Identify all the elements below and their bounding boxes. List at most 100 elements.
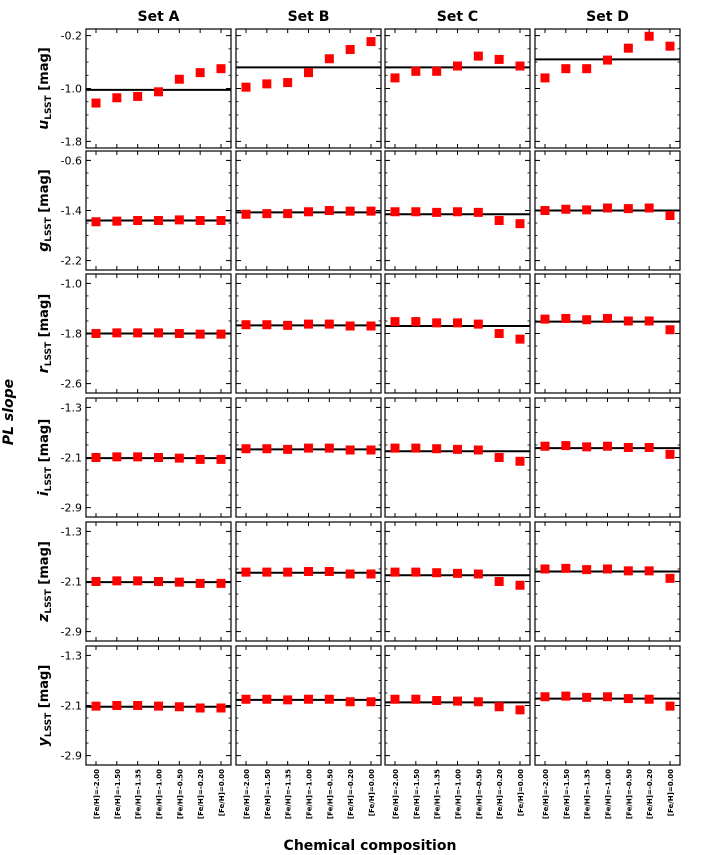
data-point	[603, 564, 612, 574]
x-tick-label: [Fe/H]=-0.20	[347, 769, 355, 819]
data-point	[561, 691, 571, 701]
x-tick-label: [Fe/H]=0.00	[368, 769, 376, 816]
x-tick-label: [Fe/H]=-0.50	[176, 769, 184, 819]
data-point	[432, 207, 442, 217]
data-point	[540, 314, 550, 324]
data-point	[195, 578, 205, 588]
data-point	[174, 329, 184, 338]
data-point	[262, 320, 272, 330]
data-point	[304, 207, 313, 217]
y-tick-label: -1.8	[61, 328, 82, 341]
panel-z-set-d	[534, 521, 681, 642]
panels: -0.2 -1.0 -1.8 -0.6 -1.4 -2.2 -1.0 -1.8 -2.6 -1.3…	[61, 28, 681, 766]
data-point	[644, 31, 654, 41]
x-tick-label: [Fe/H]=-1.35	[285, 769, 293, 819]
data-point	[91, 577, 101, 586]
band-subscript: LSST	[44, 466, 54, 491]
data-point	[603, 203, 612, 213]
data-point	[623, 442, 633, 452]
x-tick-label: [Fe/H]=-1.35	[135, 769, 143, 819]
data-point	[216, 216, 226, 226]
data-point	[494, 702, 504, 712]
data-point	[304, 319, 313, 329]
panel-i-set-b	[235, 397, 382, 518]
data-point	[515, 219, 525, 229]
data-point	[473, 445, 483, 455]
x-tick-labels: [Fe/H]=-2.00 [Fe/H]=-1.50 [Fe/H]=-1.35 [Fe/…	[93, 769, 675, 819]
y-tick-label: -1.0	[61, 277, 82, 290]
data-point	[473, 569, 483, 579]
data-point	[644, 316, 654, 326]
data-point	[324, 206, 334, 215]
data-point	[665, 449, 675, 459]
data-point	[304, 694, 313, 704]
x-tick-label: [Fe/H]=-1.00	[455, 769, 463, 819]
data-point	[283, 78, 293, 88]
y-tick-label: -2.2	[61, 255, 82, 268]
x-tick-label: [Fe/H]=-0.50	[625, 769, 633, 819]
y-tick-label: -1.3	[61, 525, 82, 538]
data-point	[540, 206, 550, 215]
data-point	[540, 441, 550, 451]
data-point	[473, 207, 483, 217]
band-subscript: LSST	[44, 94, 54, 119]
data-point	[582, 205, 592, 215]
data-point	[133, 452, 143, 462]
data-point	[366, 697, 376, 707]
x-tick-label: [Fe/H]=-0.20	[496, 769, 504, 819]
band-unit: [mag]	[37, 169, 52, 217]
data-point	[262, 694, 272, 704]
data-point	[133, 91, 143, 101]
panel-frame	[384, 28, 531, 149]
x-tick-label: [Fe/H]=-2.00	[243, 769, 251, 819]
data-point	[262, 209, 272, 219]
panel-frame	[534, 273, 681, 394]
data-point	[473, 319, 483, 329]
band-subscript: LSST	[44, 341, 54, 366]
data-point	[390, 567, 400, 577]
data-point	[216, 578, 226, 588]
x-tick-label: [Fe/H]=-0.20	[646, 769, 654, 819]
data-point	[453, 444, 462, 454]
panel-frame	[384, 273, 531, 394]
data-point	[603, 692, 612, 702]
data-point	[91, 453, 101, 462]
panel-frame	[85, 273, 232, 394]
data-point	[582, 64, 592, 74]
data-point	[411, 443, 421, 453]
panel-u-set-b	[235, 28, 382, 149]
row-y-label: uLSST [mag]	[36, 47, 54, 129]
panel-z-set-b	[235, 521, 382, 642]
panel-frame	[235, 521, 382, 642]
data-point	[561, 563, 571, 573]
data-point	[432, 568, 442, 578]
data-point	[366, 321, 376, 331]
panel-y-set-a: -1.3 -2.1 -2.9	[61, 645, 232, 766]
data-point	[432, 66, 442, 76]
data-point	[304, 566, 313, 576]
data-point	[112, 576, 122, 586]
data-point	[623, 43, 633, 53]
data-point	[324, 54, 334, 64]
data-point	[91, 701, 101, 711]
band-name: r	[36, 365, 52, 373]
y-tick-label: -2.9	[61, 626, 82, 639]
x-tick-label: [Fe/H]=-1.50	[563, 769, 571, 819]
panel-z-set-c	[384, 521, 531, 642]
data-point	[515, 580, 525, 590]
data-point	[112, 216, 122, 226]
data-point	[411, 567, 421, 577]
data-point	[603, 441, 612, 451]
data-point	[241, 82, 251, 92]
data-point	[112, 93, 122, 103]
panel-frame	[85, 645, 232, 766]
y-tick-label: -2.1	[61, 452, 82, 465]
panel-r-set-a: -1.0 -1.8 -2.6	[61, 273, 232, 394]
panel-g-set-d	[534, 150, 681, 271]
x-tick-label: [Fe/H]=-1.50	[114, 769, 122, 819]
data-point	[345, 697, 355, 707]
data-point	[345, 206, 355, 216]
data-point	[494, 216, 504, 226]
data-point	[133, 216, 143, 226]
